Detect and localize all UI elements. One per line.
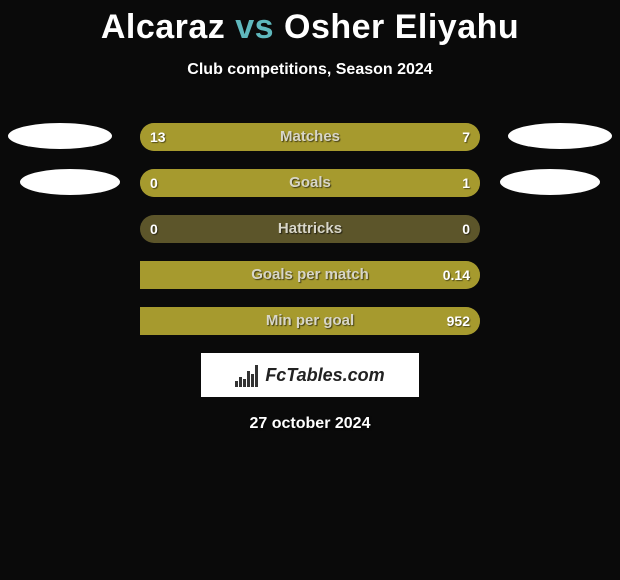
title-player-left: Alcaraz	[101, 8, 225, 46]
stat-row: 01Goals	[0, 169, 620, 197]
bars-icon	[235, 363, 259, 387]
stat-label: Goals per match	[140, 261, 480, 289]
comparison-chart: 137Matches 01Goals 00Hattricks 0.14Goals pe…	[0, 123, 620, 335]
source-logo: FcTables.com	[201, 353, 419, 397]
stat-row: 137Matches	[0, 123, 620, 151]
stat-label: Matches	[140, 123, 480, 151]
page-title: Alcaraz vs Osher Eliyahu	[0, 0, 620, 47]
title-vs: vs	[225, 8, 284, 46]
footer-date: 27 october 2024	[0, 415, 620, 433]
stat-row: 952Min per goal	[0, 307, 620, 335]
stat-label: Goals	[140, 169, 480, 197]
stat-row: 0.14Goals per match	[0, 261, 620, 289]
stat-label: Min per goal	[140, 307, 480, 335]
page-subtitle: Club competitions, Season 2024	[0, 61, 620, 79]
stat-row: 00Hattricks	[0, 215, 620, 243]
stat-label: Hattricks	[140, 215, 480, 243]
source-logo-text: FcTables.com	[265, 365, 384, 386]
title-player-right: Osher Eliyahu	[284, 8, 519, 46]
